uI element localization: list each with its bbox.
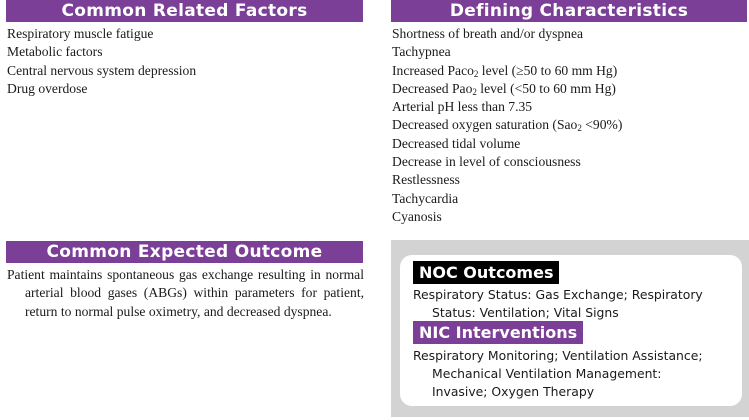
characteristic-item: Shortness of breath and/or dyspnea (392, 26, 584, 41)
characteristic-text: level (≥50 to 60 mm Hg) (478, 62, 618, 78)
characteristic-item: Arterial pH less than 7.35 (392, 99, 533, 115)
noc-outcomes-text: Respiratory Status: Gas Exchange; Respir… (413, 286, 743, 322)
related-factor-item: Central nervous system depression (7, 62, 197, 78)
characteristic-text: <90%) (581, 117, 623, 133)
expected-outcome-header: Common Expected Outcome (6, 241, 363, 263)
defining-characteristics-header: Defining Characteristics (391, 0, 747, 22)
characteristic-text: Decreased oxygen saturation (Sao (392, 117, 578, 133)
characteristic-item: Increased Paco2 level (≥50 to 60 mm Hg) (392, 62, 622, 80)
noc-line: Respiratory Status: Gas Exchange; Respir… (413, 287, 703, 302)
characteristic-item: Restlessness (392, 172, 460, 188)
characteristic-item: Decrease in level of consciousness (392, 154, 581, 170)
nic-interventions-label: NIC Interventions (413, 321, 584, 344)
expected-outcome-text: Patient maintains spontaneous gas exchan… (7, 267, 364, 319)
characteristic-item: Tachypnea (392, 44, 451, 60)
characteristic-item: Tachycardia (392, 190, 459, 206)
nic-interventions-text: Respiratory Monitoring; Ventilation Assi… (413, 347, 743, 401)
related-factors-list: Respiratory muscle fatigue Metabolic fac… (7, 25, 196, 98)
characteristic-text: Increased Paco (392, 62, 474, 78)
noc-outcomes-label: NOC Outcomes (413, 261, 560, 284)
nic-line: Mechanical Ventilation Management: (432, 366, 662, 381)
related-factor-item: Drug overdose (7, 80, 88, 96)
characteristic-item: Decreased oxygen saturation (Sao2 <90%) (392, 116, 622, 134)
subscript: 2 (577, 123, 582, 134)
subscript: 2 (472, 86, 477, 97)
characteristic-item: Decreased tidal volume (392, 135, 521, 151)
related-factor-item: Respiratory muscle fatigue (7, 26, 154, 41)
nic-line: Respiratory Monitoring; Ventilation Assi… (413, 348, 703, 363)
nic-line: Invasive; Oxygen Therapy (432, 384, 595, 399)
subscript: 2 (473, 68, 479, 79)
related-factors-header: Common Related Factors (6, 0, 363, 22)
characteristic-item: Decreased Pao2 level (<50 to 60 mm Hg) (392, 80, 622, 98)
characteristic-item: Cyanosis (392, 208, 442, 224)
characteristic-text: Decreased Pao (392, 80, 473, 96)
characteristic-text: level (<50 to 60 mm Hg) (476, 80, 616, 96)
noc-line: Status: Ventilation; Vital Signs (432, 305, 619, 320)
related-factor-item: Metabolic factors (7, 44, 103, 60)
defining-characteristics-list: Shortness of breath and/or dyspnea Tachy… (392, 25, 622, 226)
